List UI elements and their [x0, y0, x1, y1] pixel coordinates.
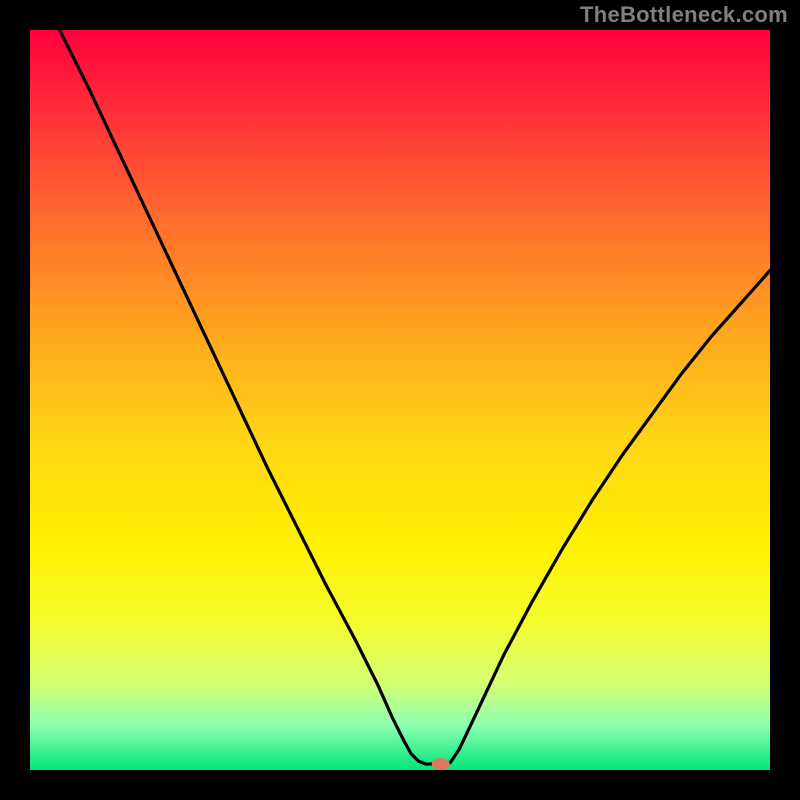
bottleneck-chart: [0, 0, 800, 800]
plot-background: [30, 30, 770, 770]
optimum-marker: [432, 758, 450, 770]
watermark-text: TheBottleneck.com: [580, 2, 788, 28]
